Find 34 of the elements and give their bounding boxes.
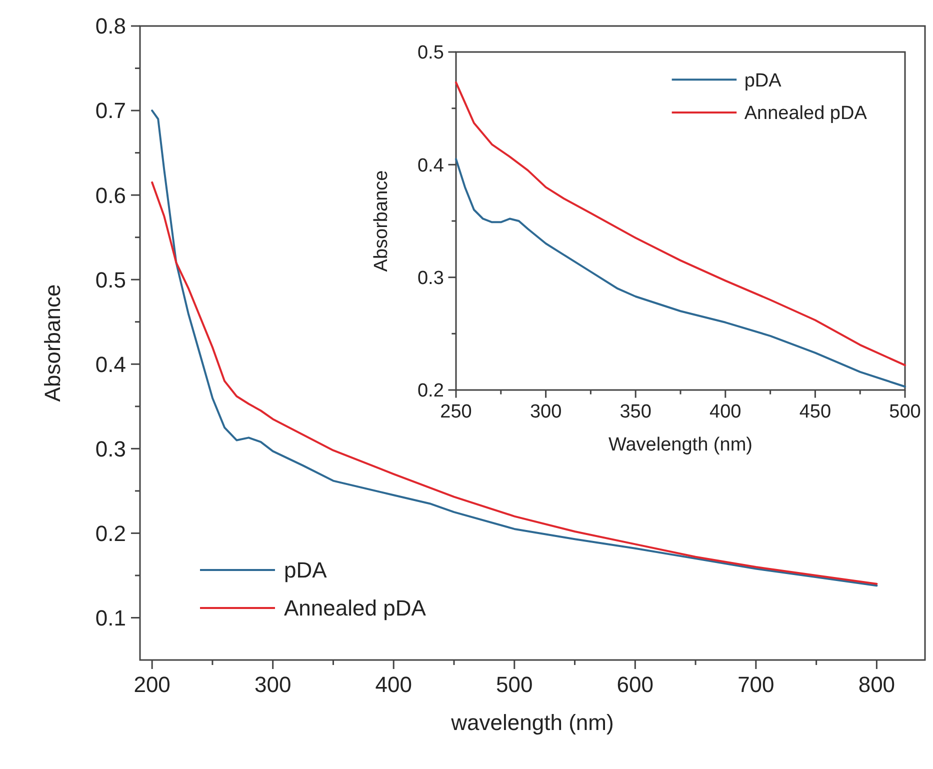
y-tick-label: 0.7 [95, 98, 126, 124]
x-tick-label: 800 [858, 672, 896, 697]
x-tick-label: 350 [620, 402, 652, 423]
x-tick-label: 500 [889, 402, 921, 423]
y-tick-label: 0.5 [95, 267, 126, 292]
legend-label: Annealed pDA [284, 596, 426, 621]
legend-label: Annealed pDA [744, 103, 868, 124]
legend-label: pDA [744, 70, 782, 92]
y-axis-title: Absorbance [40, 284, 65, 402]
y-tick-label: 0.8 [95, 14, 126, 39]
x-tick-label: 300 [254, 672, 292, 697]
y-tick-label: 0.4 [417, 155, 444, 176]
x-tick-label: 300 [530, 402, 562, 423]
y-tick-label: 0.2 [417, 380, 444, 402]
legend-label: pDA [284, 558, 328, 583]
y-tick-label: 0.2 [95, 520, 126, 546]
y-tick-label: 0.3 [417, 268, 444, 289]
y-tick-label: 0.4 [95, 352, 126, 377]
y-tick-label: 0.1 [95, 605, 126, 630]
x-tick-label: 500 [496, 672, 533, 697]
x-tick-label: 600 [616, 672, 654, 697]
x-tick-label: 250 [440, 402, 472, 423]
y-axis-title: Absorbance [370, 170, 392, 272]
x-axis-title: Wavelength (nm) [608, 434, 752, 456]
line-series [455, 158, 906, 388]
y-tick-label: 0.5 [417, 42, 444, 64]
x-tick-label: 450 [799, 402, 832, 423]
y-tick-label: 0.6 [95, 182, 126, 208]
x-tick-label: 700 [738, 672, 774, 697]
x-tick-label: 200 [134, 672, 170, 697]
x-tick-label: 400 [710, 402, 742, 423]
x-axis-title: wavelength (nm) [450, 710, 614, 735]
x-tick-label: 400 [375, 672, 412, 697]
y-tick-label: 0.3 [95, 436, 126, 462]
